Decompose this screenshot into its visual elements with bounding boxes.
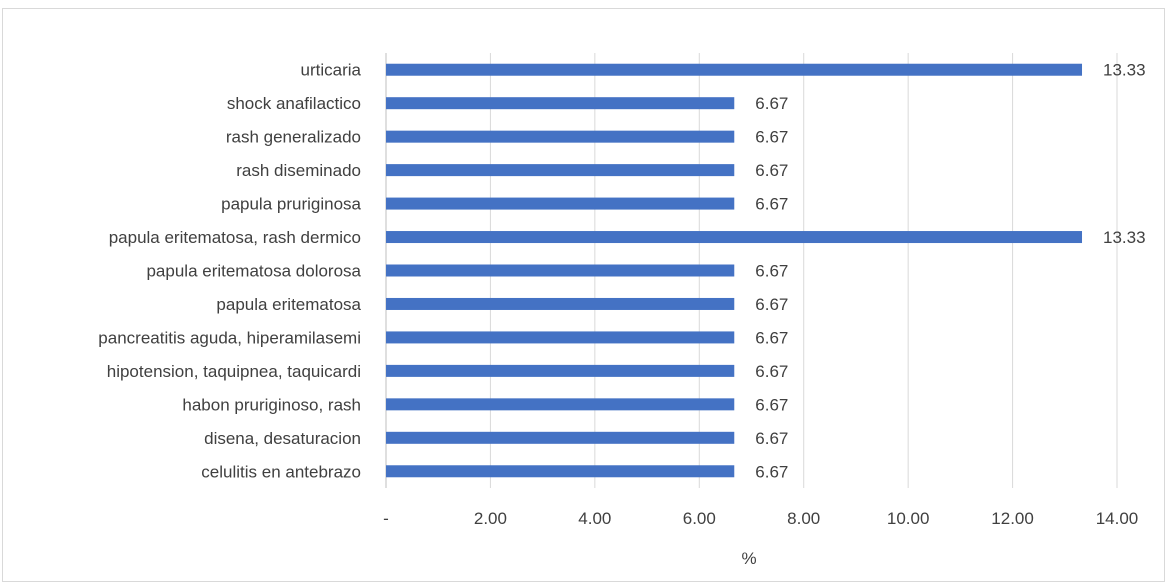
category-label: papula eritematosa dolorosa — [146, 262, 361, 281]
bar — [386, 297, 735, 310]
category-label: urticaria — [301, 61, 362, 80]
x-tick-label: - — [383, 509, 389, 528]
data-label: 13.33 — [1103, 61, 1146, 80]
data-label: 6.67 — [755, 195, 788, 214]
category-label: papula eritematosa — [216, 295, 361, 314]
gridlines — [385, 53, 1118, 488]
bar — [386, 398, 735, 411]
data-label: 6.67 — [755, 429, 788, 448]
bar — [386, 197, 735, 210]
x-tick-label: 6.00 — [683, 509, 716, 528]
category-label: rash generalizado — [226, 128, 361, 147]
category-label: papula eritematosa, rash dermico — [109, 228, 361, 247]
bar — [386, 331, 735, 344]
data-label: 6.67 — [755, 94, 788, 113]
category-labels: urticaria shock anafilactico rash generali… — [98, 61, 361, 482]
data-label: 6.67 — [755, 161, 788, 180]
x-tick-labels: - 2.00 4.00 6.00 8.00 10.00 12.00 14.00 — [383, 509, 1138, 528]
data-label: 6.67 — [755, 328, 788, 347]
data-label: 6.67 — [755, 462, 788, 481]
x-axis-title: % — [741, 549, 756, 568]
data-labels: 13.33 6.67 6.67 6.67 6.67 13.33 6.67 6.67 6.67 6.… — [755, 61, 1145, 482]
data-label: 6.67 — [755, 295, 788, 314]
category-label: rash diseminado — [236, 161, 361, 180]
bar — [386, 231, 1083, 244]
category-label: celulitis en antebrazo — [201, 462, 361, 481]
data-label: 6.67 — [755, 262, 788, 281]
bar — [386, 97, 735, 110]
x-tick-label: 14.00 — [1096, 509, 1139, 528]
bar — [386, 130, 735, 143]
x-tick-label: 10.00 — [887, 509, 930, 528]
data-label: 6.67 — [755, 395, 788, 414]
bar — [386, 63, 1083, 76]
bar — [386, 431, 735, 444]
bars — [386, 63, 1083, 478]
x-tick-label: 2.00 — [474, 509, 507, 528]
x-tick-label: 8.00 — [787, 509, 820, 528]
category-label: disena, desaturacion — [204, 429, 361, 448]
category-label: pancreatitis aguda, hiperamilasemi — [98, 328, 361, 347]
bar — [386, 465, 735, 478]
x-tick-label: 12.00 — [991, 509, 1034, 528]
data-label: 6.67 — [755, 362, 788, 381]
x-tick-label: 4.00 — [578, 509, 611, 528]
bar — [386, 264, 735, 277]
category-label: papula pruriginosa — [221, 195, 361, 214]
bar — [386, 364, 735, 377]
category-label: hipotension, taquipnea, taquicardi — [107, 362, 361, 381]
data-label: 13.33 — [1103, 228, 1146, 247]
data-label: 6.67 — [755, 128, 788, 147]
category-label: shock anafilactico — [227, 94, 361, 113]
category-label: habon pruriginoso, rash — [182, 395, 361, 414]
bar — [386, 164, 735, 177]
